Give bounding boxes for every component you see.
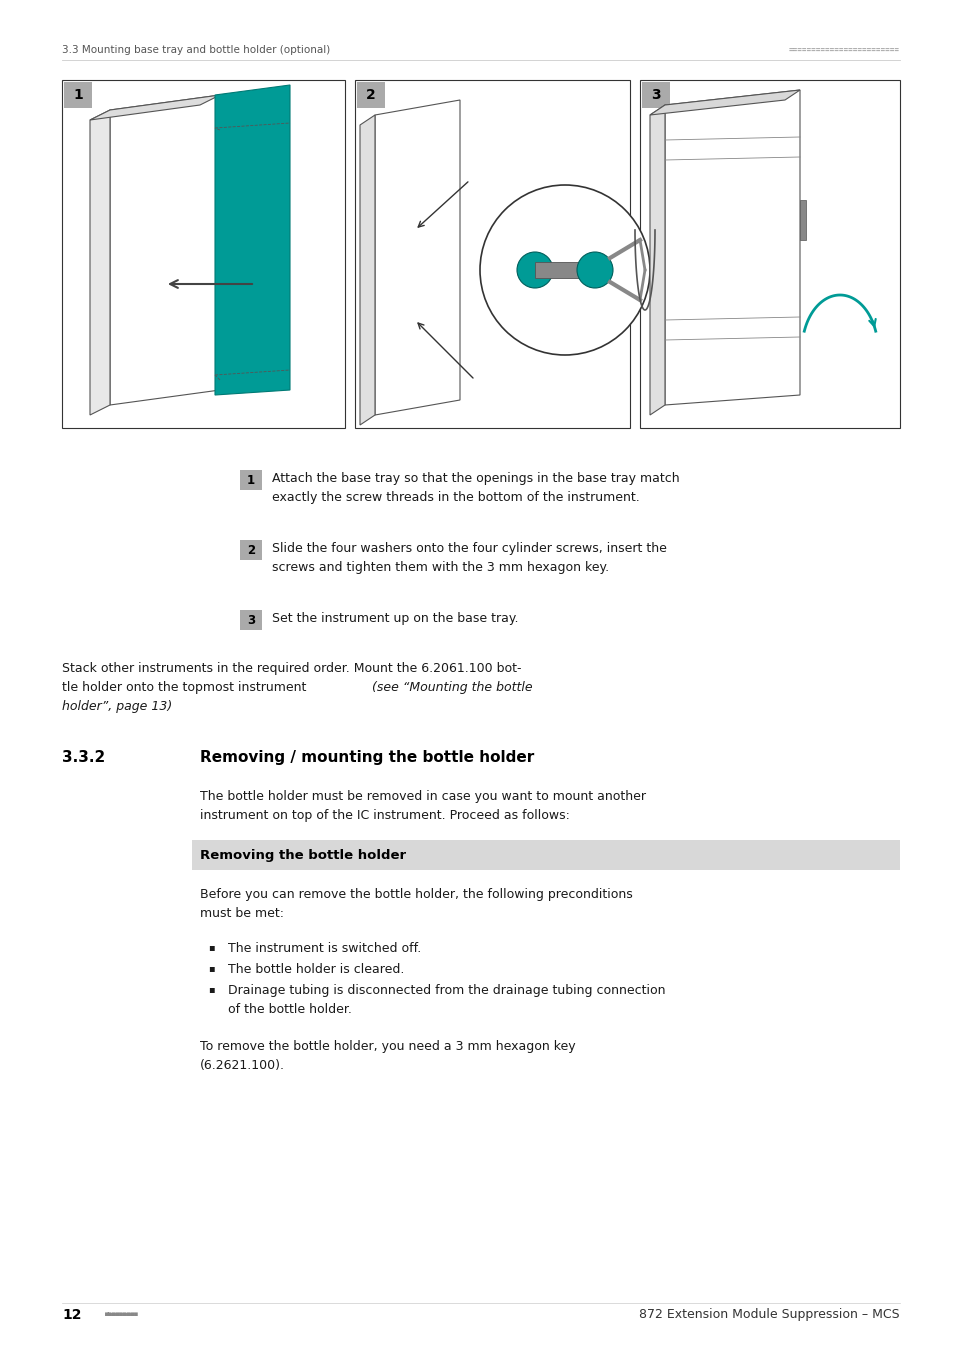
Polygon shape [90, 95, 220, 120]
Text: 3.3 Mounting base tray and bottle holder (optional): 3.3 Mounting base tray and bottle holder… [62, 45, 330, 55]
Text: 2: 2 [366, 88, 375, 103]
Text: 3: 3 [651, 88, 660, 103]
Text: of the bottle holder.: of the bottle holder. [228, 1003, 352, 1017]
Text: Drainage tubing is disconnected from the drainage tubing connection: Drainage tubing is disconnected from the… [228, 984, 665, 998]
Circle shape [577, 252, 613, 288]
Text: Stack other instruments in the required order. Mount the 6.2061.100 bot-: Stack other instruments in the required … [62, 662, 521, 675]
Text: (6.2621.100).: (6.2621.100). [200, 1058, 285, 1072]
Text: Slide the four washers onto the four cylinder screws, insert the: Slide the four washers onto the four cyl… [272, 541, 666, 555]
Text: Attach the base tray so that the openings in the base tray match: Attach the base tray so that the opening… [272, 472, 679, 485]
Circle shape [479, 185, 649, 355]
Text: ▪: ▪ [208, 963, 214, 973]
Text: 2: 2 [247, 544, 254, 556]
Bar [240, 610, 262, 630]
Bar [535, 262, 595, 278]
Text: tle holder onto the topmost instrument: tle holder onto the topmost instrument [62, 680, 310, 694]
Bar [800, 200, 805, 240]
Text: 872 Extension Module Suppression – MCS: 872 Extension Module Suppression – MCS [639, 1308, 899, 1322]
Text: The bottle holder is cleared.: The bottle holder is cleared. [228, 963, 404, 976]
Polygon shape [649, 105, 664, 414]
Text: The instrument is switched off.: The instrument is switched off. [228, 942, 421, 954]
Polygon shape [359, 115, 375, 425]
Text: 12: 12 [62, 1308, 81, 1322]
Bar [240, 540, 262, 560]
Text: ========================: ======================== [788, 46, 899, 55]
Bar [62, 80, 345, 428]
Text: Removing the bottle holder: Removing the bottle holder [200, 849, 406, 861]
Bar [355, 80, 629, 428]
Text: 1: 1 [73, 88, 83, 103]
Text: screws and tighten them with the 3 mm hexagon key.: screws and tighten them with the 3 mm he… [272, 562, 608, 574]
Text: Before you can remove the bottle holder, the following preconditions: Before you can remove the bottle holder,… [200, 888, 632, 900]
Polygon shape [90, 109, 110, 414]
Bar [240, 470, 262, 490]
Polygon shape [214, 85, 290, 396]
Text: 3: 3 [247, 613, 254, 626]
Text: (see “Mounting the bottle: (see “Mounting the bottle [372, 680, 532, 694]
Text: ■■■■■■■■■: ■■■■■■■■■ [105, 1312, 138, 1318]
Text: The bottle holder must be removed in case you want to mount another: The bottle holder must be removed in cas… [200, 790, 645, 803]
Text: instrument on top of the IC instrument. Proceed as follows:: instrument on top of the IC instrument. … [200, 809, 569, 822]
Text: Set the instrument up on the base tray.: Set the instrument up on the base tray. [272, 612, 518, 625]
Polygon shape [649, 90, 800, 115]
Bar [356, 82, 385, 108]
Text: holder”, page 13): holder”, page 13) [62, 701, 172, 713]
Text: ▪: ▪ [208, 984, 214, 994]
Bar [639, 80, 899, 428]
Bar [641, 82, 669, 108]
Text: To remove the bottle holder, you need a 3 mm hexagon key: To remove the bottle holder, you need a … [200, 1040, 575, 1053]
Text: 1: 1 [247, 474, 254, 486]
Text: exactly the screw threads in the bottom of the instrument.: exactly the screw threads in the bottom … [272, 491, 639, 504]
Text: must be met:: must be met: [200, 907, 284, 919]
Text: ▪: ▪ [208, 942, 214, 952]
Bar [192, 840, 899, 869]
Bar [64, 82, 91, 108]
Circle shape [517, 252, 553, 288]
Text: 3.3.2: 3.3.2 [62, 751, 105, 765]
Text: Removing / mounting the bottle holder: Removing / mounting the bottle holder [200, 751, 534, 765]
